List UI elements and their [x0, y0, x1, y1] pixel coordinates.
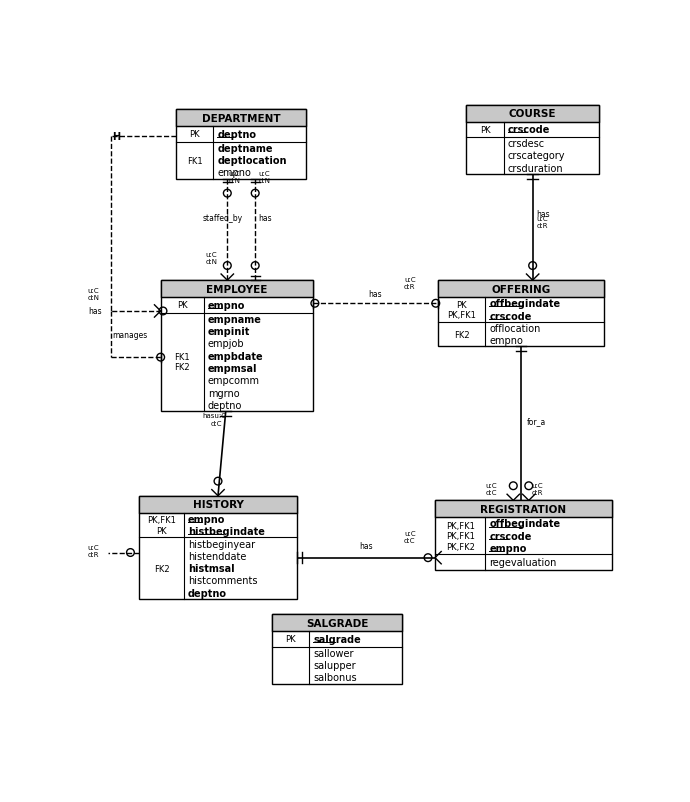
Text: empno: empno [489, 544, 526, 553]
Text: H: H [112, 132, 121, 141]
Text: u:C
d:N: u:C d:N [229, 170, 241, 184]
Text: manages: manages [112, 330, 148, 339]
Text: offlocation: offlocation [489, 323, 541, 334]
Text: empcomm: empcomm [208, 376, 260, 386]
Text: salgrade: salgrade [313, 634, 361, 644]
Text: crsduration: crsduration [508, 164, 564, 173]
Text: deptno: deptno [217, 130, 256, 140]
Text: has: has [537, 210, 550, 219]
Text: FK2: FK2 [454, 330, 470, 339]
Text: deptname: deptname [217, 144, 273, 153]
Bar [438, 281, 604, 347]
Bar [435, 500, 612, 517]
Text: PK: PK [189, 130, 200, 140]
Text: PK,FK1
PK: PK,FK1 PK [147, 516, 176, 535]
Text: empno: empno [208, 301, 245, 310]
Text: u:C
d:N: u:C d:N [258, 170, 270, 184]
Text: empmsal: empmsal [208, 363, 257, 374]
Text: PK
PK,FK1: PK PK,FK1 [447, 300, 476, 320]
Text: histenddate: histenddate [188, 551, 246, 561]
Text: crscode: crscode [508, 125, 550, 135]
Text: for_a: for_a [527, 417, 546, 426]
Text: crscode: crscode [489, 311, 531, 321]
Text: empbdate: empbdate [208, 351, 264, 361]
Text: histcomments: histcomments [188, 576, 257, 585]
Text: EMPLOYEE: EMPLOYEE [206, 284, 267, 294]
Bar [273, 614, 402, 684]
Text: u:C
d:R: u:C d:R [532, 483, 544, 496]
Text: empjob: empjob [208, 339, 244, 349]
Text: d:C: d:C [210, 420, 221, 427]
Text: has: has [88, 306, 101, 315]
Text: u:C
d:R: u:C d:R [537, 216, 548, 229]
Text: FK2: FK2 [154, 564, 169, 573]
Text: histmsal: histmsal [188, 564, 235, 573]
Bar [176, 110, 306, 127]
Text: has: has [359, 542, 373, 551]
Text: PK: PK [177, 301, 188, 310]
Text: DEPARTMENT: DEPARTMENT [202, 114, 281, 124]
Text: u:C
d:N: u:C d:N [88, 287, 100, 300]
Text: hasu:C: hasu:C [202, 413, 226, 419]
Text: sallower: sallower [313, 648, 354, 658]
Text: regevaluation: regevaluation [489, 557, 557, 567]
Text: deptno: deptno [208, 400, 242, 411]
Text: deptno: deptno [188, 588, 227, 598]
Text: staffed_by: staffed_by [202, 214, 243, 223]
Text: HISTORY: HISTORY [193, 500, 244, 509]
Text: offbegindate: offbegindate [489, 519, 560, 529]
Bar [438, 281, 604, 298]
Bar [161, 281, 313, 411]
Text: FK1
FK2: FK1 FK2 [175, 353, 190, 372]
Text: salbonus: salbonus [313, 673, 357, 683]
Text: empno: empno [217, 168, 251, 178]
Text: empname: empname [208, 314, 262, 324]
Text: REGISTRATION: REGISTRATION [480, 504, 566, 514]
Text: PK: PK [480, 126, 491, 135]
Bar [139, 496, 297, 513]
Text: crsdesc: crsdesc [508, 139, 545, 149]
Text: u:C
d:N: u:C d:N [206, 252, 217, 265]
Bar [273, 614, 402, 631]
Text: crscategory: crscategory [508, 152, 565, 161]
Bar [176, 110, 306, 180]
Bar [139, 496, 297, 599]
Text: deptlocation: deptlocation [217, 156, 286, 166]
Text: crscode: crscode [489, 531, 531, 541]
Text: u:C
d:C: u:C d:C [404, 531, 415, 544]
Bar [466, 106, 600, 175]
Text: SALGRADE: SALGRADE [306, 618, 368, 628]
Text: has: has [258, 214, 272, 223]
Text: empno: empno [188, 514, 225, 525]
Text: PK: PK [286, 634, 296, 644]
Text: PK,FK1
PK,FK1
PK,FK2: PK,FK1 PK,FK1 PK,FK2 [446, 521, 475, 551]
Text: has: has [368, 290, 382, 298]
Text: u:C
d:R: u:C d:R [404, 277, 415, 290]
Bar [161, 281, 313, 298]
Text: FK1: FK1 [187, 156, 203, 165]
Text: empinit: empinit [208, 326, 250, 337]
Text: histbegindate: histbegindate [188, 527, 265, 537]
Text: u:C
d:C: u:C d:C [485, 483, 497, 496]
Bar [435, 500, 612, 570]
Text: empno: empno [489, 336, 523, 346]
Text: COURSE: COURSE [509, 109, 556, 119]
Bar [466, 106, 600, 123]
Text: u:C
d:R: u:C d:R [88, 544, 99, 557]
Text: OFFERING: OFFERING [491, 284, 551, 294]
Text: histbeginyear: histbeginyear [188, 539, 255, 549]
Text: offbegindate: offbegindate [489, 299, 560, 309]
Text: mgrno: mgrno [208, 388, 239, 398]
Text: salupper: salupper [313, 660, 356, 670]
